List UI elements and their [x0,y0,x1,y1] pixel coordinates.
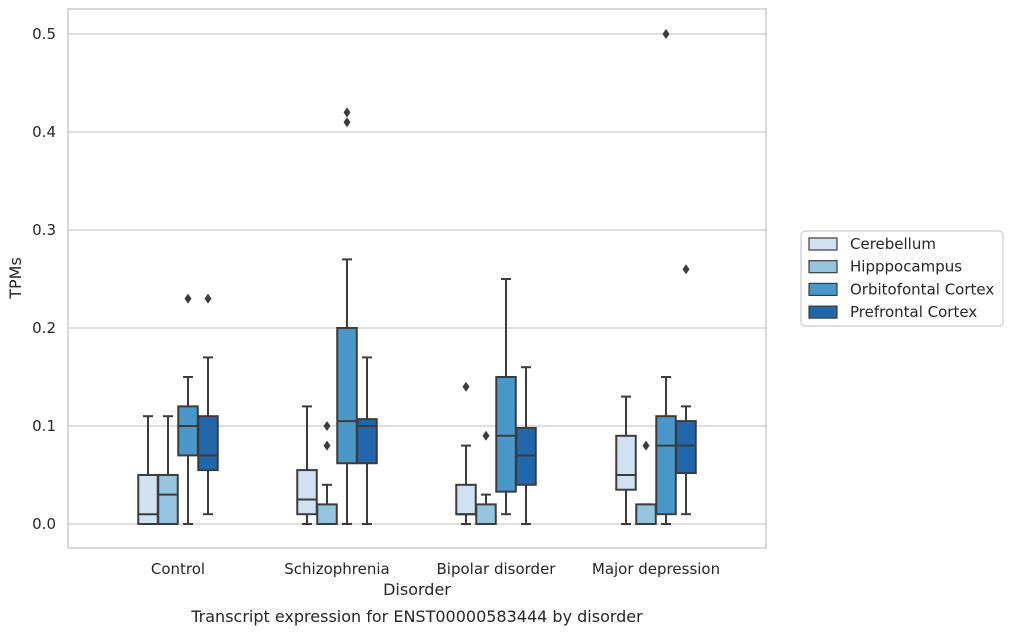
box-prefrontal-cortex [515,366,537,525]
x-axis-title: Disorder [383,580,451,599]
box-hipppocampus [316,421,338,525]
x-tick-labels: Control Schizophrenia Bipolar disorder Majo… [151,560,720,578]
y-tick-label: 0.2 [32,319,56,337]
box-plots [137,29,697,525]
figure-caption: Transcript expression for ENST0000058344… [190,607,643,626]
box-orbitofontal-cortex [655,29,677,525]
legend-label: Orbitofontal Cortex [850,280,994,298]
iqr-box [475,503,497,525]
legend-swatch [808,260,838,274]
outlier-marker [343,117,351,128]
outlier-marker [662,29,670,39]
box-cerebellum [296,405,318,525]
x-tick-label: Bipolar disorder [437,560,557,578]
legend-label: Cerebellum [850,235,936,253]
legend-label: Prefrontal Cortex [850,303,977,321]
box-cerebellum [137,415,159,525]
plot-area [67,8,767,549]
y-tick-labels: 0.0 0.1 0.2 0.3 0.4 0.5 [32,25,56,533]
iqr-box [455,483,477,516]
outlier-marker [184,293,192,304]
outlier-marker [482,430,490,441]
iqr-box [197,415,219,472]
iqr-box [157,474,179,525]
legend-swatch [808,282,838,296]
iqr-box [316,503,338,525]
iqr-box [296,469,318,516]
iqr-box [137,474,159,525]
iqr-box [495,376,517,493]
outlier-marker [682,264,690,275]
box-prefrontal-cortex [197,293,219,516]
y-tick-label: 0.4 [32,123,56,141]
box-hipppocampus [157,415,179,525]
y-tick-label: 0.1 [32,417,56,435]
outlier-marker [323,421,331,431]
outlier-marker [343,107,351,118]
iqr-box [635,503,657,525]
legend-label: Hipppocampus [850,258,962,276]
iqr-box [675,420,697,475]
legend-swatch [808,237,838,251]
outlier-marker [642,440,650,451]
iqr-box [336,327,358,465]
box-orbitofontal-cortex [336,107,358,525]
box-cerebellum [615,395,637,525]
iqr-box [655,415,677,516]
legend-frame [800,230,1004,327]
outlier-marker [323,440,331,451]
y-tick-label: 0.0 [32,515,56,533]
outlier-marker [462,381,470,392]
iqr-box [177,405,199,457]
y-tick-label: 0.3 [32,221,56,239]
box-prefrontal-cortex [675,264,697,516]
legend: Cerebellum Hipppocampus Orbitofontal Corte… [800,230,1004,327]
outlier-marker [204,293,212,304]
box-hipppocampus [635,440,657,525]
y-axis-title: TPMs [6,257,25,300]
legend-swatch [808,305,838,319]
y-tick-label: 0.5 [32,25,56,43]
x-tick-label: Control [151,560,205,578]
box-hipppocampus [475,430,497,525]
x-tick-label: Schizophrenia [284,560,389,578]
box-cerebellum [455,381,477,525]
iqr-box [356,418,378,465]
box-prefrontal-cortex [356,356,378,525]
x-tick-label: Major depression [592,560,720,578]
box-orbitofontal-cortex [495,278,517,516]
iqr-box [615,434,637,491]
